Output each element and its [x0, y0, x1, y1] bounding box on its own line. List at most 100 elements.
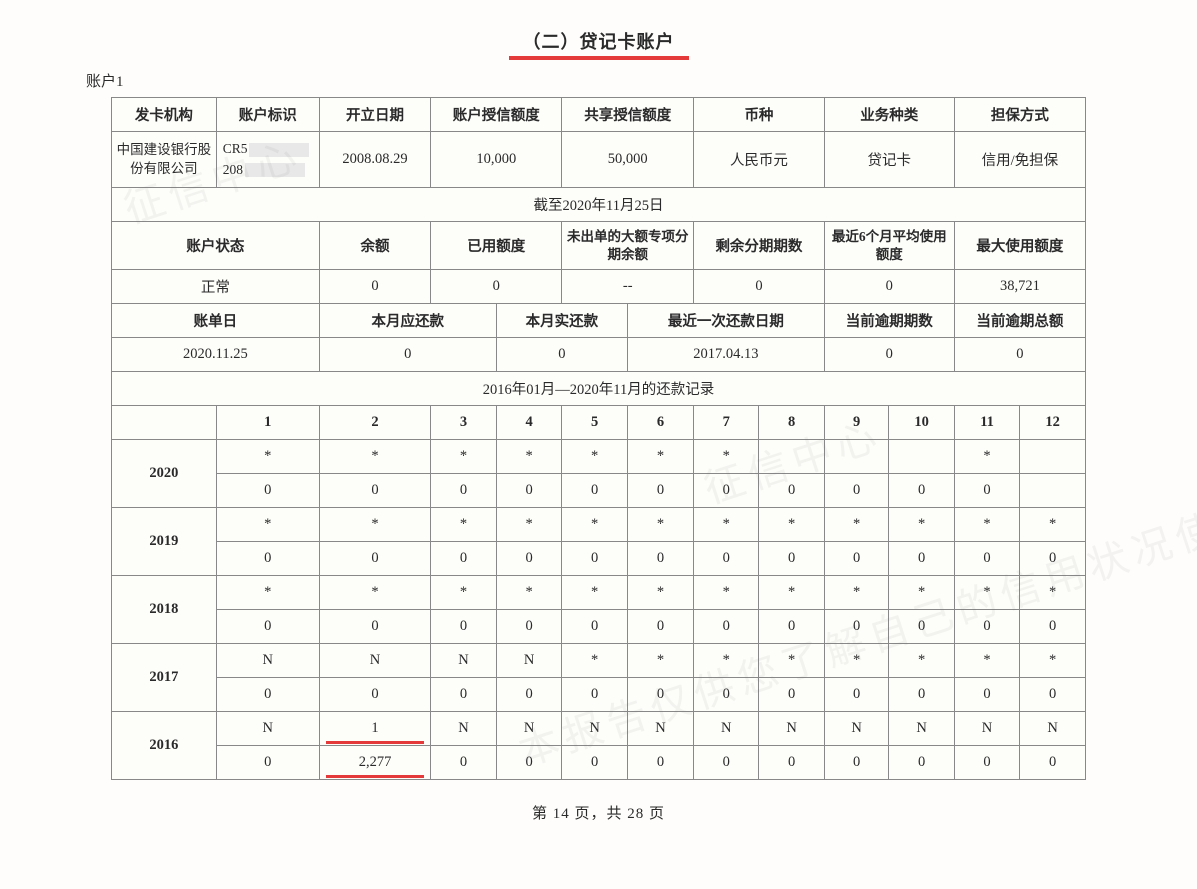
history-cell: 0 [216, 678, 319, 712]
history-cell: 0 [431, 746, 497, 780]
history-cell: * [759, 508, 824, 542]
history-cell: N [216, 644, 319, 678]
history-cell: * [496, 576, 562, 610]
hdr-status: 账户状态 [112, 222, 320, 270]
history-row: 2017NNNN******** [112, 644, 1086, 678]
history-cell [889, 440, 954, 474]
history-cell: 0 [319, 542, 430, 576]
history-row: 2018************ [112, 576, 1086, 610]
history-cell: 1 [319, 712, 430, 746]
history-cell: 0 [496, 542, 562, 576]
month-12: 12 [1020, 406, 1086, 440]
history-cell: 0 [1020, 542, 1086, 576]
redacted-block [249, 143, 309, 157]
history-cell: 0 [431, 678, 497, 712]
history-cell: N [431, 644, 497, 678]
history-cell: 0 [759, 678, 824, 712]
val-credit-limit: 10,000 [431, 132, 562, 188]
history-cell: 0 [954, 678, 1019, 712]
history-title: 2016年01月—2020年11月的还款记录 [112, 372, 1086, 406]
history-cell: 0 [562, 474, 628, 508]
history-cell: * [759, 576, 824, 610]
history-cell [824, 440, 889, 474]
section-title: （二）贷记卡账户 [40, 28, 1157, 54]
history-cell: 0 [889, 746, 954, 780]
account-label: 账户1 [86, 70, 1157, 91]
history-cell: 0 [216, 610, 319, 644]
history-cell: * [889, 644, 954, 678]
hdr-currency: 币种 [694, 98, 825, 132]
history-body: 2020********000000000002019************0… [112, 440, 1086, 780]
hdr-credit-limit: 账户授信额度 [431, 98, 562, 132]
val-last-repay: 2017.04.13 [627, 338, 824, 372]
history-cell: * [562, 644, 628, 678]
history-row: 000000000000 [112, 610, 1086, 644]
hdr-avg6m: 最近6个月平均使用额度 [824, 222, 954, 270]
history-cell: 0 [496, 474, 562, 508]
history-cell: N [824, 712, 889, 746]
history-cell: 0 [319, 678, 430, 712]
history-row: 000000000000 [112, 678, 1086, 712]
history-cell: 0 [627, 474, 693, 508]
history-cell: 0 [627, 678, 693, 712]
month-header-row: 1 2 3 4 5 6 7 8 9 10 11 12 [112, 406, 1086, 440]
history-cell: * [954, 576, 1019, 610]
history-row: 02,2770000000000 [112, 746, 1086, 780]
hdr-open-date: 开立日期 [319, 98, 430, 132]
year-label: 2020 [112, 440, 217, 508]
history-cell: * [627, 644, 693, 678]
history-cell: N [1020, 712, 1086, 746]
year-blank-header [112, 406, 217, 440]
history-cell: 0 [954, 542, 1019, 576]
history-cell: N [759, 712, 824, 746]
history-cell: N [496, 712, 562, 746]
val-balance: 0 [319, 270, 430, 304]
history-cell: 0 [562, 610, 628, 644]
history-cell: 0 [496, 746, 562, 780]
history-cell: 0 [694, 746, 759, 780]
history-cell: 0 [824, 610, 889, 644]
credit-account-table: 发卡机构 账户标识 开立日期 账户授信额度 共享授信额度 币种 业务种类 担保方… [111, 97, 1086, 780]
history-cell: * [627, 440, 693, 474]
month-4: 4 [496, 406, 562, 440]
history-cell: 0 [431, 474, 497, 508]
account-id-prefix2: 208 [223, 162, 243, 177]
history-cell: 0 [694, 474, 759, 508]
table2-value-row: 正常 0 0 -- 0 0 38,721 [112, 270, 1086, 304]
history-cell: 0 [216, 474, 319, 508]
history-cell: * [954, 440, 1019, 474]
history-cell: * [889, 576, 954, 610]
hdr-last-repay: 最近一次还款日期 [627, 304, 824, 338]
history-cell: 0 [954, 474, 1019, 508]
hdr-issuer: 发卡机构 [112, 98, 217, 132]
val-paid: 0 [496, 338, 627, 372]
month-10: 10 [889, 406, 954, 440]
history-cell: 0 [1020, 678, 1086, 712]
history-cell: 0 [759, 474, 824, 508]
table3-value-row: 2020.11.25 0 0 2017.04.13 0 0 [112, 338, 1086, 372]
hdr-paid: 本月实还款 [496, 304, 627, 338]
history-cell: * [1020, 644, 1086, 678]
hdr-unbilled: 未出单的大额专项分期余额 [562, 222, 694, 270]
val-currency: 人民币元 [694, 132, 825, 188]
hdr-inst-remain: 剩余分期期数 [694, 222, 825, 270]
month-11: 11 [954, 406, 1019, 440]
history-cell: 0 [1020, 610, 1086, 644]
val-guarantee: 信用/免担保 [954, 132, 1085, 188]
history-cell: * [216, 508, 319, 542]
highlight-underline [326, 775, 424, 778]
history-cell: * [319, 508, 430, 542]
history-cell: 0 [889, 474, 954, 508]
hdr-overdue-n: 当前逾期期数 [824, 304, 954, 338]
highlight-underline [326, 741, 424, 744]
hdr-used: 已用额度 [431, 222, 562, 270]
history-cell: 0 [1020, 746, 1086, 780]
hdr-guarantee: 担保方式 [954, 98, 1085, 132]
history-cell: 0 [319, 610, 430, 644]
history-cell [1020, 474, 1086, 508]
hdr-account-id: 账户标识 [216, 98, 319, 132]
history-cell: * [824, 644, 889, 678]
history-cell: 0 [319, 474, 430, 508]
month-9: 9 [824, 406, 889, 440]
val-biz-type: 贷记卡 [824, 132, 954, 188]
